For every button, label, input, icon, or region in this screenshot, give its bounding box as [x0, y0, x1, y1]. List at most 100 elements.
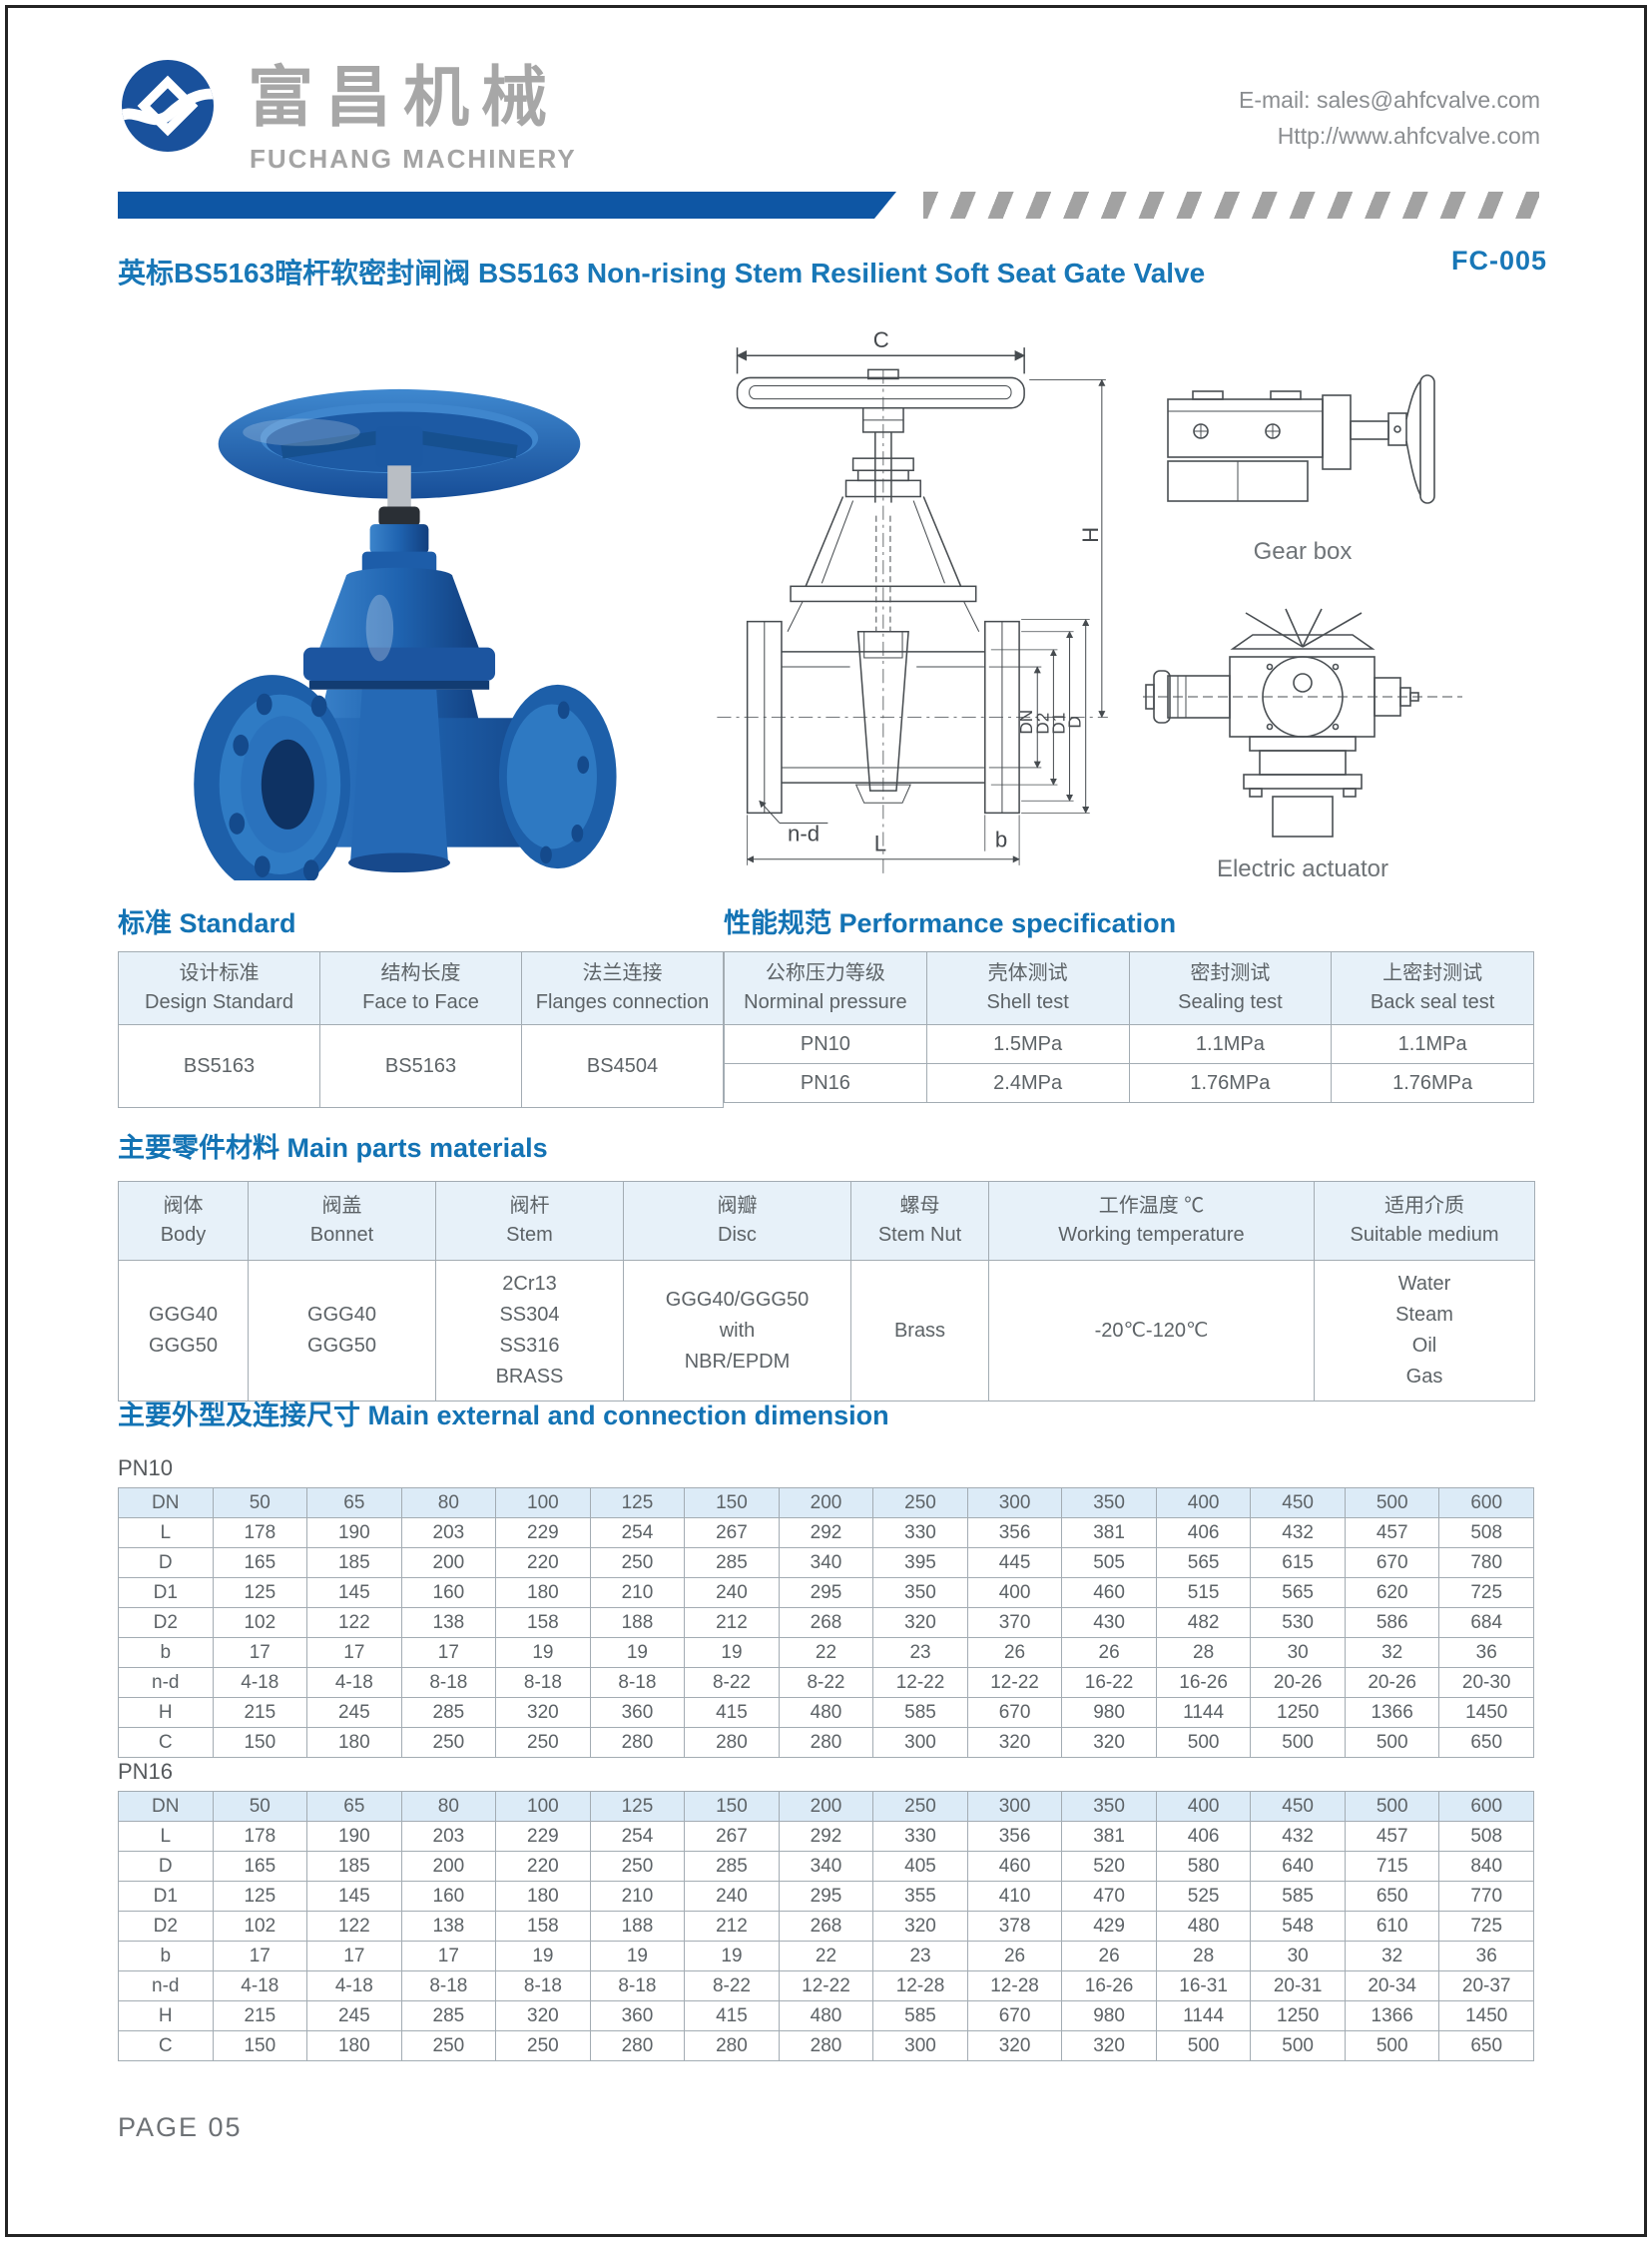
table-row: D1 125 145 160 180 210 240 295 350 400 460 515 565 62…	[118, 1577, 1534, 1608]
table-cell: 17	[400, 1637, 497, 1668]
table-cell: 145	[306, 1577, 402, 1608]
table-row: D2 102 122 138 158 188 212 268 320 370 430 482 530 58…	[118, 1607, 1534, 1638]
table-cell: 356	[966, 1517, 1063, 1548]
table-cell: 19	[589, 1637, 686, 1668]
header-accent-bar	[118, 192, 896, 219]
table-row: n-d 4-18 4-18 8-18 8-18 8-18 8-22 8-22 12-22 12-2…	[118, 1667, 1534, 1698]
table-cell: D1	[118, 1577, 214, 1608]
table-cell: 585	[872, 2000, 968, 2031]
table-row: b 17 17 17 19 19 19 22 23 26 26 28 30 32 36	[118, 1637, 1534, 1668]
table-cell: 200	[778, 1487, 874, 1518]
table-cell: PN16	[724, 1063, 927, 1103]
table-cell: 30	[1250, 1637, 1346, 1668]
standard-table: 设计标准 Design Standard 结构长度 Face to Face 法兰连…	[118, 951, 724, 1108]
table-cell: 188	[589, 1911, 686, 1942]
table-cell: 20-31	[1250, 1970, 1346, 2001]
table-cell: 280	[684, 2030, 780, 2061]
table-cell: 17	[306, 1637, 402, 1668]
column-header: 公称压力等级 Norminal pressure	[724, 951, 927, 1025]
table-cell: 320	[872, 1911, 968, 1942]
table-cell: 4-18	[212, 1970, 308, 2001]
table-cell: 32	[1344, 1941, 1440, 1971]
table-cell: 378	[966, 1911, 1063, 1942]
table-cell: 715	[1344, 1851, 1440, 1882]
table-row: n-d 4-18 4-18 8-18 8-18 8-18 8-22 12-22 12-28 12-…	[118, 1970, 1534, 2001]
table-cell: 22	[778, 1637, 874, 1668]
standard-heading: 标准 Standard	[118, 908, 296, 938]
table-cell: 100	[495, 1791, 591, 1822]
table-cell: 400	[1155, 1791, 1252, 1822]
table-cell: n-d	[118, 1667, 214, 1698]
table-cell: 1.1MPa	[1331, 1024, 1534, 1064]
table-cell: 500	[1344, 1487, 1440, 1518]
table-cell: 215	[212, 1697, 308, 1728]
table-cell: 285	[400, 1697, 497, 1728]
table-cell: Brass	[850, 1260, 989, 1401]
table-cell: 300	[966, 1791, 1063, 1822]
table-cell: 350	[1061, 1791, 1157, 1822]
column-header: 阀瓣 Disc	[623, 1181, 851, 1261]
table-row: D 165 185 200 220 250 285 340 405 460 520 580 640 715…	[118, 1851, 1534, 1882]
table-cell: 180	[306, 1727, 402, 1758]
table-cell: 470	[1061, 1881, 1157, 1912]
table-cell: 450	[1250, 1487, 1346, 1518]
table-cell: 610	[1344, 1911, 1440, 1942]
table-cell: 565	[1155, 1547, 1252, 1578]
table-cell: 16-31	[1155, 1970, 1252, 2001]
table-cell: 480	[1155, 1911, 1252, 1942]
table-cell: 16-26	[1155, 1667, 1252, 1698]
table-cell: 200	[400, 1547, 497, 1578]
table-cell: 200	[400, 1851, 497, 1882]
company-name-en: FUCHANG MACHINERY	[250, 144, 577, 174]
table-cell: C	[118, 1727, 214, 1758]
table-cell: 1144	[1155, 1697, 1252, 1728]
table-cell: 280	[778, 1727, 874, 1758]
table-cell: 19	[495, 1941, 591, 1971]
column-header: 法兰连接 Flanges connection	[521, 951, 724, 1025]
performance-heading: 性能规范 Performance specification	[724, 908, 1177, 938]
dim-label-d2: D2	[1032, 713, 1052, 735]
actuator-figure: Electric actuator	[1138, 597, 1467, 886]
table-row: C 150 180 250 250 280 280 280 300 320 320 500 500 500…	[118, 1727, 1534, 1758]
contact-email[interactable]: E-mail: sales@ahfcvalve.com	[1239, 87, 1540, 113]
table-cell: 185	[306, 1547, 402, 1578]
table-cell: 254	[589, 1517, 686, 1548]
valve-photo	[155, 331, 644, 894]
table-cell: 4-18	[306, 1667, 402, 1698]
table-cell: 381	[1061, 1517, 1157, 1548]
table-cell: 26	[1061, 1637, 1157, 1668]
table-cell: 245	[306, 2000, 402, 2031]
gearbox-figure: Gear box	[1153, 369, 1452, 565]
table-cell: GGG40 GGG50	[118, 1260, 249, 1401]
header-hatch-stripes	[923, 192, 1539, 219]
table-cell: 150	[212, 1727, 308, 1758]
table-cell: 138	[400, 1607, 497, 1638]
table-cell: 520	[1061, 1851, 1157, 1882]
table-cell: 229	[495, 1821, 591, 1852]
table-cell: 508	[1438, 1517, 1534, 1548]
dim-label-d: D	[1065, 716, 1085, 728]
column-header: 壳体测试 Shell test	[925, 951, 1130, 1025]
table-cell: 360	[589, 2000, 686, 2031]
table-cell: 165	[212, 1851, 308, 1882]
table-cell: 350	[872, 1577, 968, 1608]
table-cell: 250	[589, 1851, 686, 1882]
table-cell: 203	[400, 1517, 497, 1548]
table-cell: 450	[1250, 1791, 1346, 1822]
table-cell: L	[118, 1517, 214, 1548]
table-cell: -20℃-120℃	[988, 1260, 1315, 1401]
table-cell: 1.1MPa	[1128, 1024, 1333, 1064]
column-header: 阀盖 Bonnet	[248, 1181, 436, 1261]
table-cell: 65	[306, 1791, 402, 1822]
table-cell: 350	[1061, 1487, 1157, 1518]
table-cell: 381	[1061, 1821, 1157, 1852]
contact-website[interactable]: Http://www.ahfcvalve.com	[1277, 123, 1540, 149]
table-cell: 158	[495, 1911, 591, 1942]
table-cell: 770	[1438, 1881, 1534, 1912]
company-name-cn: 富昌机械	[248, 60, 559, 134]
table-cell: 125	[589, 1791, 686, 1822]
table-cell: 684	[1438, 1607, 1534, 1638]
table-cell: 125	[212, 1881, 308, 1912]
table-cell: 295	[778, 1881, 874, 1912]
